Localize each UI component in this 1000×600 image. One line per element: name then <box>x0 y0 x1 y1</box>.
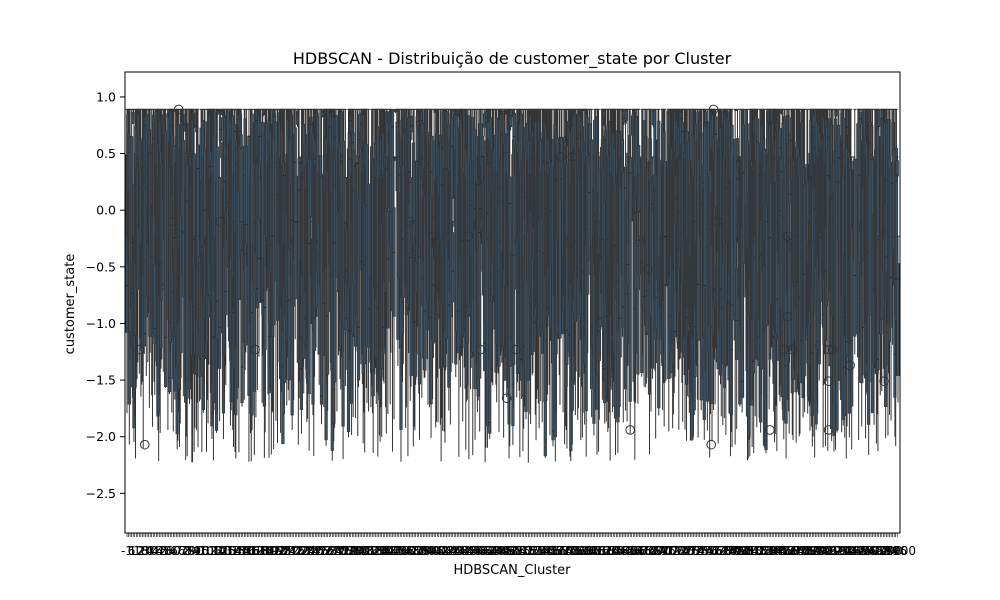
chart-title: HDBSCAN - Distribuição de customer_state… <box>293 49 732 69</box>
cluster-box <box>262 108 266 117</box>
box-iqr <box>293 127 297 300</box>
box-group <box>125 108 900 463</box>
box-iqr <box>218 176 222 369</box>
box-iqr <box>628 157 632 402</box>
cluster-box <box>787 235 791 434</box>
y-axis-label: customer_state <box>63 254 78 355</box>
box-iqr <box>704 111 708 126</box>
box-iqr <box>385 121 389 209</box>
box-iqr <box>366 183 371 347</box>
cluster-box <box>509 108 513 118</box>
cluster-box <box>663 108 667 383</box>
box-iqr <box>478 123 482 379</box>
box-iqr <box>131 112 135 124</box>
cluster-box <box>451 221 455 364</box>
box-iqr <box>509 109 513 118</box>
cluster-box <box>366 108 371 412</box>
cluster-box <box>409 221 413 387</box>
cluster-box <box>628 108 632 434</box>
cluster-box <box>293 108 297 340</box>
cluster-box <box>356 156 361 388</box>
x-axis-label: HDBSCAN_Cluster <box>453 563 571 578</box>
box-iqr <box>663 161 667 381</box>
box-iqr <box>356 197 361 381</box>
cluster-box <box>730 108 734 448</box>
box-iqr <box>451 232 455 303</box>
box-iqr <box>450 118 454 199</box>
box-iqr <box>392 207 396 317</box>
cluster-box <box>482 108 486 137</box>
cluster-box <box>742 108 746 398</box>
cluster-box <box>478 108 482 432</box>
box-iqr <box>624 109 628 121</box>
box-iqr <box>262 109 266 115</box>
box-iqr <box>787 241 791 352</box>
cluster-box <box>735 235 739 429</box>
box-iqr <box>735 269 739 360</box>
cluster-box <box>216 108 220 116</box>
box-iqr <box>410 115 414 133</box>
